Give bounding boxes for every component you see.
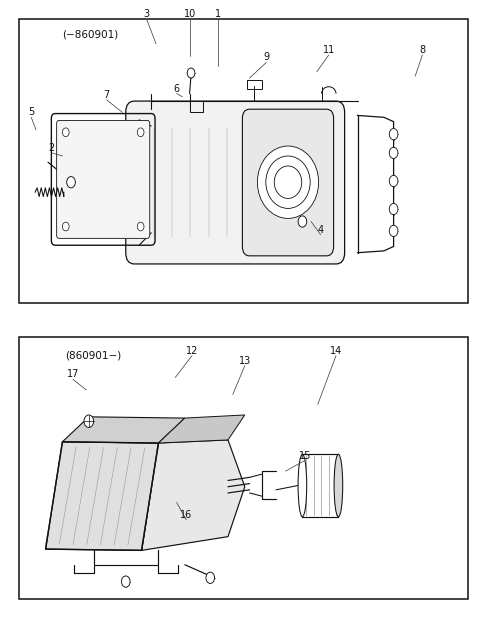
Polygon shape [142,440,245,550]
Text: 1: 1 [216,9,221,19]
Circle shape [389,129,398,140]
Circle shape [62,128,69,137]
Text: (860901−): (860901−) [65,351,121,361]
Text: 3: 3 [144,9,149,19]
Text: 4: 4 [318,225,324,235]
Bar [19,337,468,599]
Circle shape [389,175,398,187]
Circle shape [389,147,398,158]
Text: 14: 14 [330,346,342,356]
Circle shape [121,576,130,587]
Bar [19,19,468,303]
Circle shape [389,225,398,236]
Ellipse shape [334,454,343,517]
Ellipse shape [298,454,307,517]
Text: 7: 7 [103,90,110,100]
Text: 11: 11 [323,45,335,55]
Text: 15: 15 [299,451,311,461]
Circle shape [137,128,144,137]
FancyBboxPatch shape [242,109,334,256]
Text: 13: 13 [239,356,251,366]
Text: 16: 16 [180,510,192,520]
Text: 6: 6 [174,84,180,94]
Circle shape [62,222,69,231]
Text: (−860901): (−860901) [62,29,119,39]
Polygon shape [62,417,185,443]
Circle shape [67,177,75,188]
Text: 5: 5 [28,107,35,117]
Polygon shape [46,442,158,550]
Circle shape [298,216,307,227]
Text: 10: 10 [183,9,196,19]
Polygon shape [158,415,245,443]
Text: 8: 8 [420,45,425,55]
Circle shape [206,572,215,583]
Bar [247,80,262,89]
Text: 12: 12 [186,346,198,356]
FancyBboxPatch shape [57,120,150,238]
FancyBboxPatch shape [126,101,345,264]
Circle shape [84,415,94,427]
Circle shape [389,203,398,215]
Ellipse shape [274,166,302,198]
Circle shape [187,68,195,78]
Ellipse shape [266,156,310,208]
Ellipse shape [257,146,319,218]
Bar [190,101,203,112]
Text: 17: 17 [67,369,79,379]
Circle shape [137,222,144,231]
Text: 2: 2 [48,143,55,153]
Text: 9: 9 [264,52,269,62]
